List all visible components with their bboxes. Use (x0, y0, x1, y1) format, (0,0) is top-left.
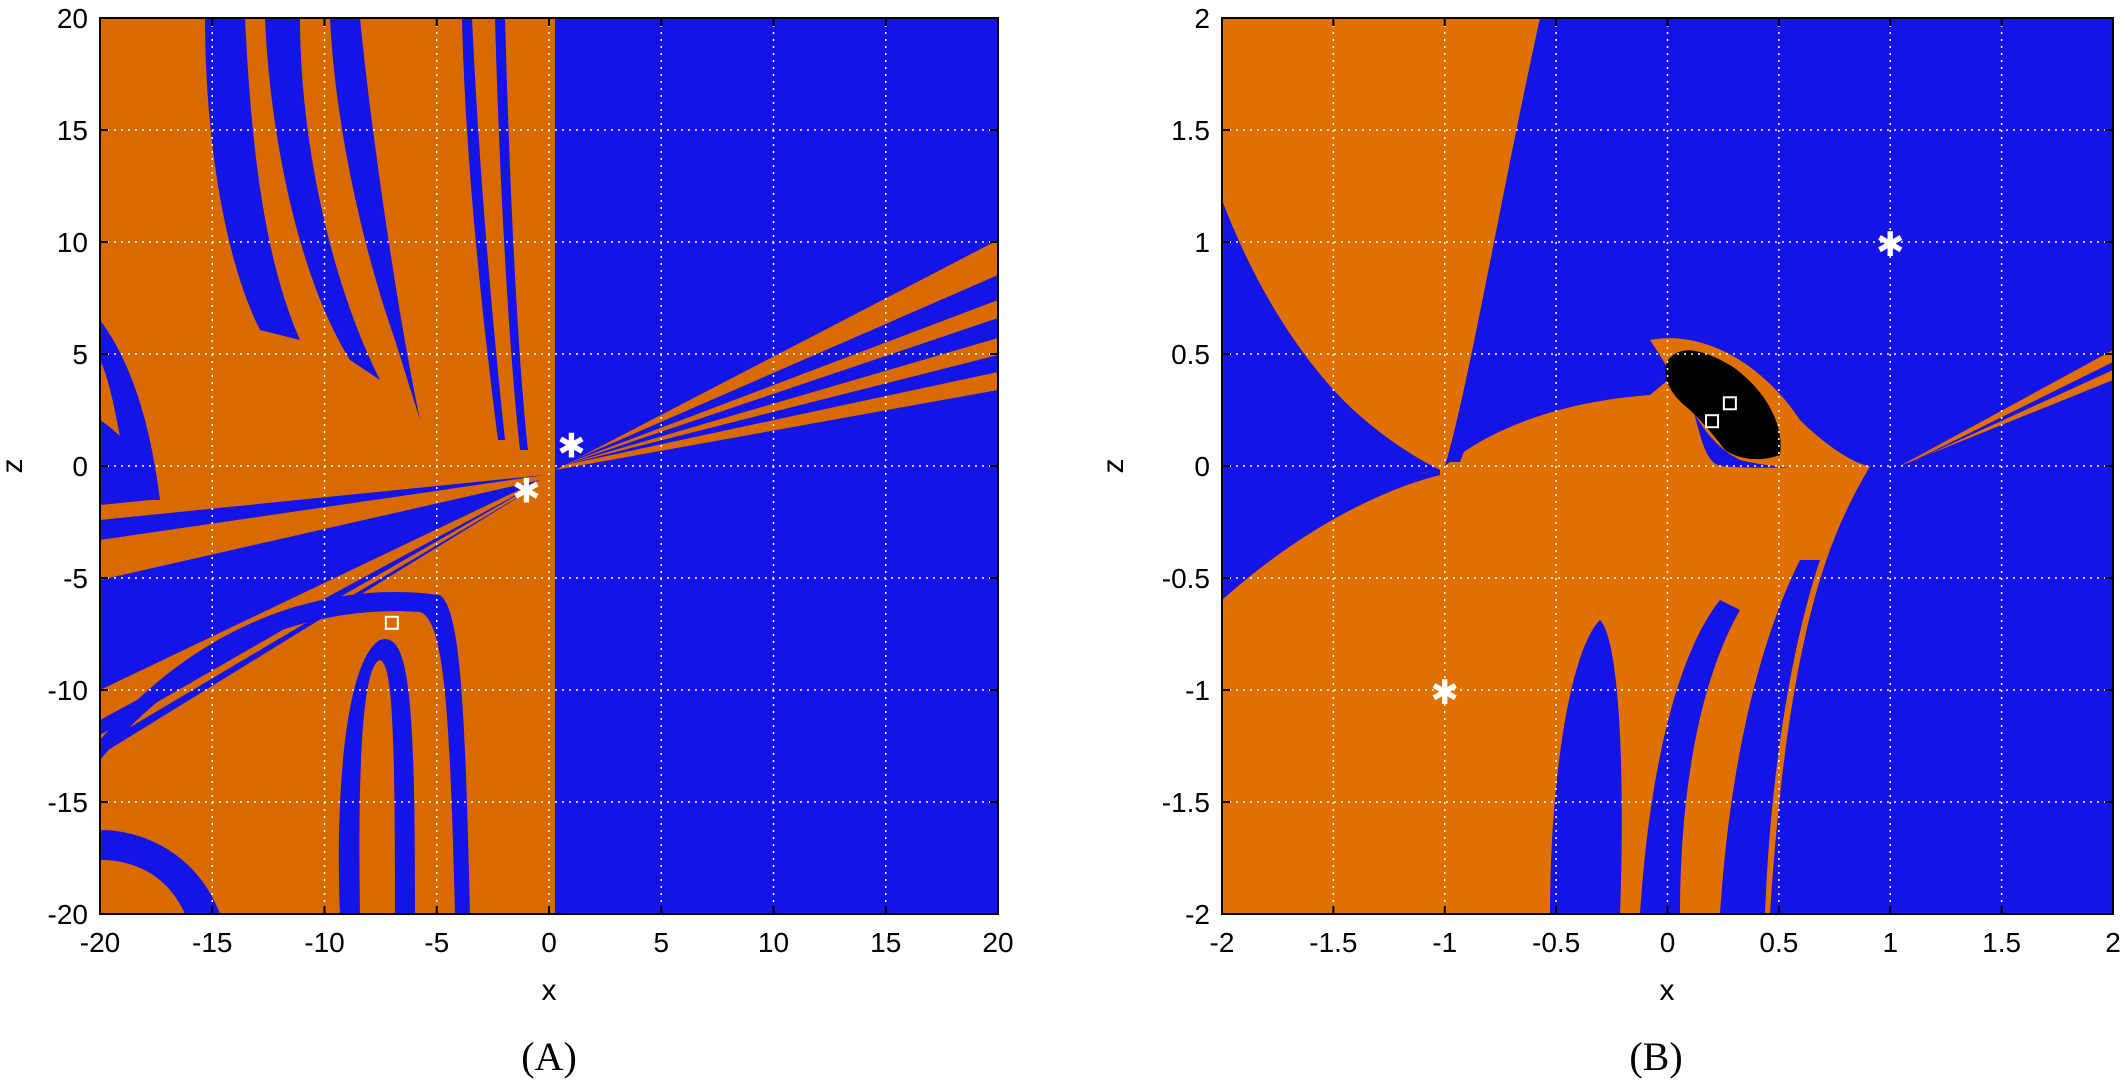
panel-a-y-tick-label: -15 (48, 787, 88, 818)
basin-fan-orange (555, 240, 998, 470)
star-marker: ✱ (512, 471, 541, 511)
star-marker: ✱ (1876, 225, 1905, 265)
basin-loop-orange (100, 860, 185, 914)
basin-band-blue (205, 18, 300, 340)
panel-b-y-tick-label: -0.5 (1162, 563, 1210, 594)
panel-a-y-tick-label: 20 (57, 3, 88, 34)
basin-wedge-blue (100, 480, 540, 690)
panel-b-y-tick-label: -2 (1185, 899, 1210, 930)
basin-fan-blue-3 (560, 355, 998, 466)
basin-band-blue (462, 18, 505, 440)
panel-a-x-ticks: -20 -15 -10 -5 0 5 10 15 20 (80, 18, 1014, 958)
panel-b-x-tick-label: -1 (1432, 927, 1457, 958)
basin-band-blue (265, 18, 380, 380)
panel-a-caption: (A) (521, 1034, 577, 1079)
panel-b-y-tick-label: 0 (1194, 451, 1210, 482)
panel-a-y-axis-label: z (0, 459, 29, 474)
panel-a-y-tick-label: 15 (57, 115, 88, 146)
basin-fan-blue-1 (560, 275, 998, 466)
panel-a-y-ticks: -20 -15 -10 -5 0 5 10 15 20 (48, 3, 998, 930)
basin-channel-blue (1640, 600, 1740, 914)
basin-band-blue (100, 320, 160, 500)
panel-b-y-ticks: -2 -1.5 -1 -0.5 0 0.5 1 1.5 2 (1162, 3, 2113, 930)
panel-a-y-tick-label: -20 (48, 899, 88, 930)
panel-b-x-tick-label: -0.5 (1532, 927, 1580, 958)
panel-b-y-tick-label: 2 (1194, 3, 1210, 34)
panel-b-x-tick-label: 2 (2105, 927, 2121, 958)
star-marker: ✱ (557, 427, 586, 467)
panel-a: -20 -15 -10 -5 0 5 10 15 20 -20-15-10-505101520 … (0, 3, 1014, 1079)
panel-a-x-tick-label: 5 (653, 927, 669, 958)
panel-a-x-tick-label: -10 (304, 927, 344, 958)
panel-a-x-tick-label: 0 (541, 927, 557, 958)
panel-a-y-tick-label: -5 (63, 563, 88, 594)
panel-a-y-tick-label: 10 (57, 227, 88, 258)
square-marker (1722, 396, 1737, 411)
basin-channel-blue (1550, 620, 1622, 914)
square-marker (384, 615, 399, 630)
panel-b-y-tick-label: 1.5 (1171, 115, 1210, 146)
panel-a-x-tick-label: -20 (80, 927, 120, 958)
basin-fan-orange (1900, 350, 2113, 466)
basin-wedge-blue (100, 475, 545, 540)
panel-b: -2 -1.5 -1 -0.5 0 0.5 1 1.5 2 -2 -1.5 -1 -0.5 0 0.5 1 1… (1097, 3, 2121, 1079)
panel-b-grid (1222, 18, 2113, 914)
panel-b-y-axis-label: z (1097, 459, 1130, 474)
panel-a-x-tick-label: 10 (758, 927, 789, 958)
basin-stripe-blue (1600, 18, 1660, 360)
panel-b-x-tick-label: 0 (1660, 927, 1676, 958)
panel-a-markers: ✱✱ (384, 427, 586, 630)
square-marker (1705, 414, 1720, 429)
panel-b-x-tick-label: 0.5 (1759, 927, 1798, 958)
basin-region-blue (555, 18, 998, 914)
panel-a-y-tick-label: -10 (48, 675, 88, 706)
panel-a-y-tick-label: 0 (72, 451, 88, 482)
panel-a-grid (100, 18, 998, 914)
star-marker: ✱ (1431, 673, 1460, 713)
basin-loop-blue (338, 639, 415, 914)
panel-b-x-tick-label: 1 (1882, 927, 1898, 958)
basin-channel-blue (1720, 560, 1820, 914)
panel-a-x-tick-label: -5 (424, 927, 449, 958)
basin-band-blue (495, 18, 528, 450)
panel-a-basin-map (100, 18, 998, 914)
panel-a-x-axis-label: x (542, 974, 557, 1007)
panel-a-y-tick-label: 5 (72, 339, 88, 370)
panel-b-y-tick-label: 0.5 (1171, 339, 1210, 370)
panel-a-x-tick-label: 15 (870, 927, 901, 958)
panel-b-x-tick-label: -1.5 (1309, 927, 1357, 958)
panel-b-y-tick-label: -1.5 (1162, 787, 1210, 818)
panel-b-caption: (B) (1629, 1034, 1682, 1079)
panel-a-x-tick-label: 20 (982, 927, 1013, 958)
panel-b-y-tick-label: -1 (1185, 675, 1210, 706)
basin-wedge-blue (100, 484, 540, 755)
basin-fan-blue (1905, 362, 2113, 465)
panel-b-x-tick-label: -2 (1210, 927, 1235, 958)
panel-a-x-tick-label: -15 (192, 927, 232, 958)
panel-b-y-tick-label: 1 (1194, 227, 1210, 258)
basin-fan-blue-2 (560, 318, 998, 466)
panel-b-markers: ✱✱ (1431, 225, 1905, 713)
panel-b-x-tick-label: 1.5 (1982, 927, 2021, 958)
basin-loop-blue (100, 591, 470, 914)
basin-band-blue (330, 18, 420, 420)
panel-b-x-axis-label: x (1660, 974, 1675, 1007)
basin-stripe-blue (1222, 470, 1440, 600)
basin-stripe-blue (1450, 18, 1565, 462)
panel-b-x-ticks: -2 -1.5 -1 -0.5 0 0.5 1 1.5 2 (1210, 18, 2121, 958)
